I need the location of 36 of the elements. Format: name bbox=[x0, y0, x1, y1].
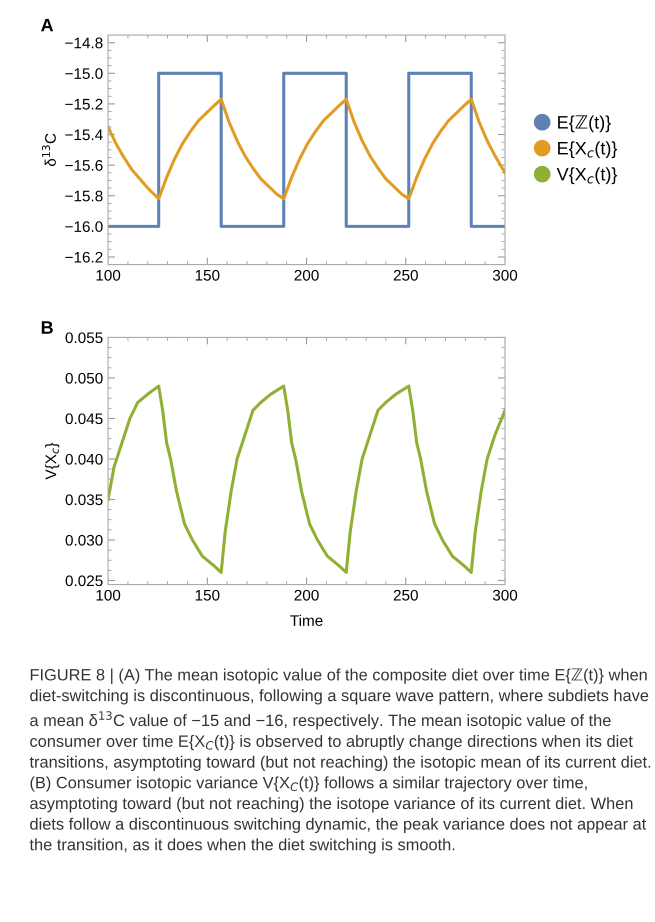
x-tick-label: 150 bbox=[196, 590, 220, 601]
y-tick-label: 0.045 bbox=[66, 413, 103, 424]
x-tick-label: 100 bbox=[96, 590, 120, 601]
y-tick-label: 0.040 bbox=[66, 454, 103, 465]
x-tick-label: 250 bbox=[394, 270, 418, 281]
x-tick-label: 250 bbox=[394, 590, 418, 601]
y-axis-title: V{X$_{c}$} bbox=[45, 442, 60, 480]
legend-label: V{X$_{c}$(t)} bbox=[556, 167, 618, 184]
y-tick-label: 0.035 bbox=[66, 494, 103, 506]
y-tick-label: −16.2 bbox=[65, 252, 102, 263]
y-tick-label: 0.055 bbox=[66, 332, 103, 344]
y-tick-label: −15.8 bbox=[65, 190, 103, 202]
y-axis-title: δ$^{13}$C bbox=[42, 134, 56, 166]
x-tick-label: 100 bbox=[96, 270, 120, 281]
y-tick-label: −14.8 bbox=[65, 38, 103, 48]
y-tick-label: 0.025 bbox=[66, 575, 103, 586]
y-tick-label: −15.0 bbox=[65, 68, 103, 79]
line-series bbox=[108, 384, 506, 574]
x-tick-label: 300 bbox=[492, 590, 518, 601]
y-tick-label: −16.0 bbox=[65, 221, 103, 232]
y-tick-label: −15.4 bbox=[65, 130, 103, 140]
text: FIGURE 8 | (A) The mean isotopic value of the composite diet over time E{ℤ(t)} when diet-switching is discontinuous, following a square wave pattern, where subdiets have a mean δ$^{13}$C value of −15 and −16, respectively. The mean isotopic value of the consumer over time E{X$_{C}$(t)} is observed to abruptly change directions when its diet transitions, asymptoting toward (but not reaching) the isotopic mean of its current diet. (B) Consumer isotopic variance V{X$_{C}$(t)} follows a similar trajectory over time, asymptoting toward (but not reaching) the isotope variance of its current diet. When diets follow a discontinuous switching dynamic, the peak variance does not appear at the transition, as it does when the diet switching is smooth. bbox=[30, 668, 650, 854]
y-tick-label: −15.6 bbox=[65, 160, 103, 171]
legend-label: E{ℤ(t)} bbox=[558, 115, 611, 132]
x-tick-label: 200 bbox=[294, 590, 319, 601]
chart-title: B bbox=[42, 321, 53, 334]
chart-title: A bbox=[41, 18, 54, 32]
line-series bbox=[108, 98, 506, 200]
x-axis-title: Time bbox=[290, 614, 323, 626]
x-tick-label: 300 bbox=[492, 270, 518, 281]
x-tick-label: 200 bbox=[294, 270, 319, 281]
y-tick-label: 0.030 bbox=[66, 534, 103, 546]
x-tick-label: 150 bbox=[196, 270, 220, 281]
y-tick-label: −15.2 bbox=[65, 98, 102, 110]
y-tick-label: 0.050 bbox=[66, 372, 103, 384]
legend-label: E{X$_{c}$(t)} bbox=[558, 141, 618, 158]
